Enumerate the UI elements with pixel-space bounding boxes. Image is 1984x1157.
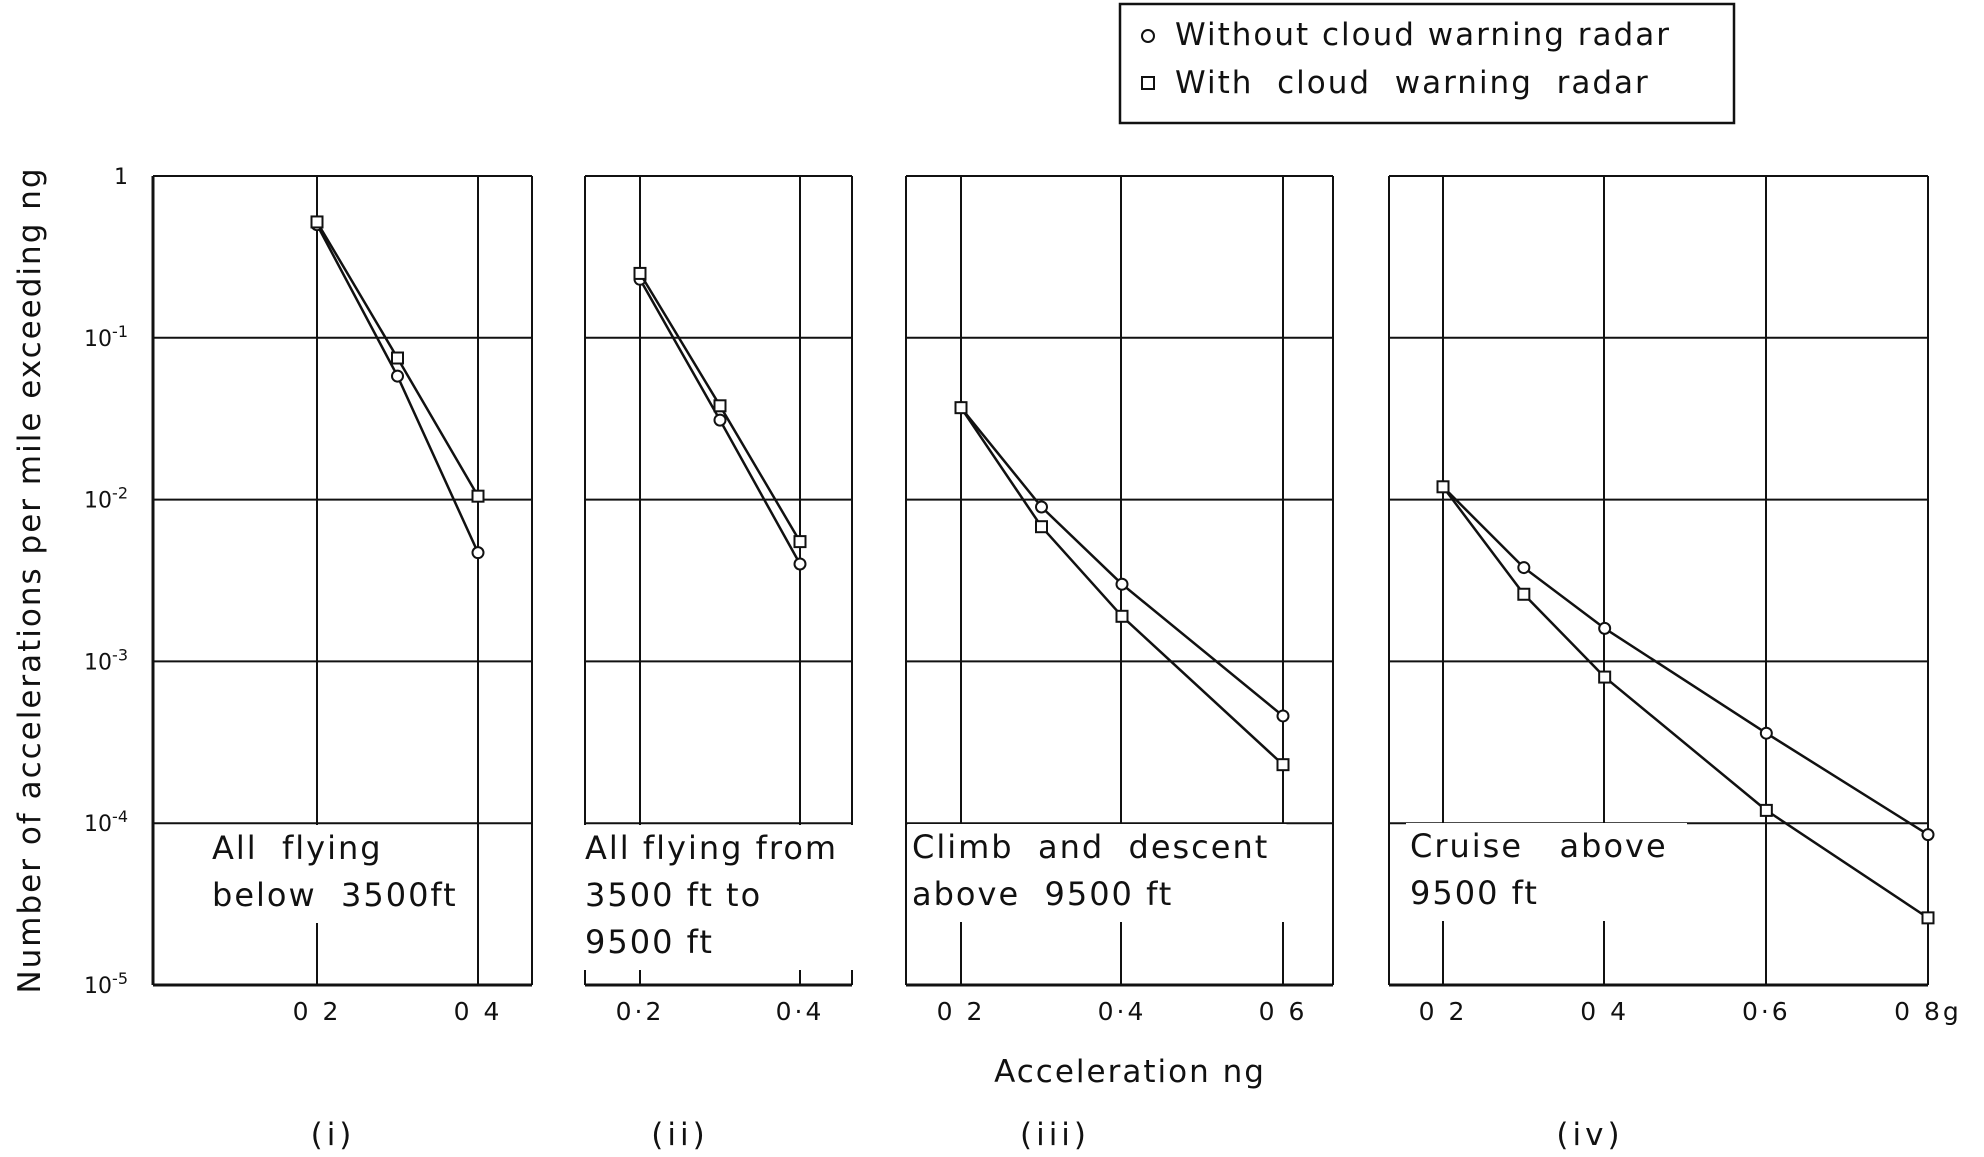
panel-annotation-line: 9500 ft bbox=[585, 923, 714, 961]
data-point-circle bbox=[713, 413, 727, 427]
data-point-circle bbox=[471, 546, 485, 560]
legend-label-without-radar: Without cloud warning radar bbox=[1175, 17, 1671, 53]
annotation-background bbox=[1406, 823, 1687, 921]
panel-annotation-line: All flying bbox=[212, 829, 383, 867]
x-tick-label: 0·2 bbox=[616, 997, 665, 1026]
data-point-circle bbox=[1035, 500, 1048, 514]
x-tick-label: 0 4 bbox=[1580, 997, 1629, 1026]
x-tick-label: 0·6 bbox=[1742, 997, 1791, 1026]
data-point-circle bbox=[1517, 561, 1531, 575]
panel-annotation-line: above 9500 ft bbox=[912, 875, 1173, 913]
data-point-square bbox=[310, 215, 324, 229]
data-point-square bbox=[1115, 609, 1129, 623]
data-point-circle bbox=[793, 557, 807, 571]
x-tick-label: 0 6 bbox=[1259, 997, 1308, 1026]
annotation-background bbox=[581, 825, 882, 970]
data-point-square bbox=[793, 535, 807, 549]
data-point-square bbox=[1598, 670, 1612, 684]
legend-label-with-radar: With cloud warning radar bbox=[1175, 65, 1650, 101]
data-point-square bbox=[1517, 587, 1531, 601]
x-tick-label: 0 8g bbox=[1894, 997, 1962, 1026]
x-tick-label: 0 2 bbox=[1419, 997, 1468, 1026]
data-point-square bbox=[471, 489, 485, 503]
data-point-square bbox=[1276, 758, 1290, 772]
data-point-square bbox=[391, 351, 404, 365]
panel-annotation-line: Cruise above bbox=[1410, 827, 1668, 865]
legend: Without cloud warning radar With cloud w… bbox=[1118, 2, 1736, 125]
legend-square-marker bbox=[1141, 76, 1155, 90]
legend-circle-marker bbox=[1141, 29, 1155, 43]
y-tick-label: 10-4 bbox=[84, 807, 128, 837]
panel-annotation-line: Climb and descent bbox=[912, 828, 1269, 866]
data-point-circle bbox=[391, 369, 404, 383]
panel-label: (iii) bbox=[1020, 1117, 1090, 1153]
data-point-square bbox=[1035, 520, 1048, 534]
panel-1: All flying below 3500ft 0 2 0 4 (i) bbox=[151, 175, 533, 1153]
panel-annotation-line: 3500 ft to bbox=[585, 876, 762, 914]
panel-annotation-line: 9500 ft bbox=[1410, 874, 1539, 912]
series-line-circle bbox=[960, 406, 1284, 717]
panel-annotation-line: All flying from bbox=[585, 829, 838, 867]
panel-label: (i) bbox=[311, 1117, 356, 1153]
panel-annotation-line: below 3500ft bbox=[212, 876, 458, 914]
x-axis-label: Acceleration ng bbox=[994, 1054, 1266, 1090]
data-point-circle bbox=[1115, 577, 1129, 591]
y-axis-label: Number of accelerations per mile exceedi… bbox=[12, 166, 48, 993]
panel-2: All flying from 3500 ft to 9500 ft 0·2 0·4 (i… bbox=[581, 175, 882, 1153]
data-point-square bbox=[713, 399, 727, 413]
data-point-square bbox=[1921, 911, 1935, 925]
panel-label: (ii) bbox=[651, 1117, 708, 1153]
panel-4: Cruise above 9500 ft 0 2 0 4 0·6 0 8g (iv) bbox=[1388, 175, 1962, 1153]
series-line-circle bbox=[315, 224, 480, 554]
data-point-circle bbox=[1921, 828, 1935, 842]
y-tick-label: 10-1 bbox=[84, 322, 128, 352]
data-point-circle bbox=[1759, 726, 1773, 740]
panel-label: (iv) bbox=[1556, 1117, 1623, 1153]
data-point-square bbox=[1759, 803, 1773, 817]
data-point-square bbox=[954, 401, 968, 415]
y-tick-label: 10-2 bbox=[84, 484, 128, 514]
x-tick-label: 0·4 bbox=[776, 997, 825, 1026]
data-point-square bbox=[1436, 480, 1450, 494]
y-tick-label: 10-3 bbox=[84, 645, 128, 675]
series-line-square bbox=[959, 406, 1284, 766]
y-tick-label: 1 bbox=[114, 165, 128, 190]
annotation-background bbox=[908, 824, 1287, 922]
legend-box bbox=[1118, 2, 1736, 125]
x-tick-label: 0·4 bbox=[1098, 997, 1147, 1026]
data-point-circle bbox=[1598, 621, 1612, 635]
y-tick-label: 10-5 bbox=[84, 969, 128, 999]
data-point-square bbox=[633, 266, 647, 280]
annotation-background bbox=[208, 825, 470, 923]
x-tick-label: 0 2 bbox=[293, 997, 342, 1026]
panel-3: Climb and descent above 9500 ft 0 2 0·4 0 6 (… bbox=[905, 175, 1334, 1153]
data-point-circle bbox=[1276, 709, 1290, 723]
x-tick-label: 0 2 bbox=[937, 997, 986, 1026]
x-tick-label: 0 4 bbox=[454, 997, 503, 1026]
